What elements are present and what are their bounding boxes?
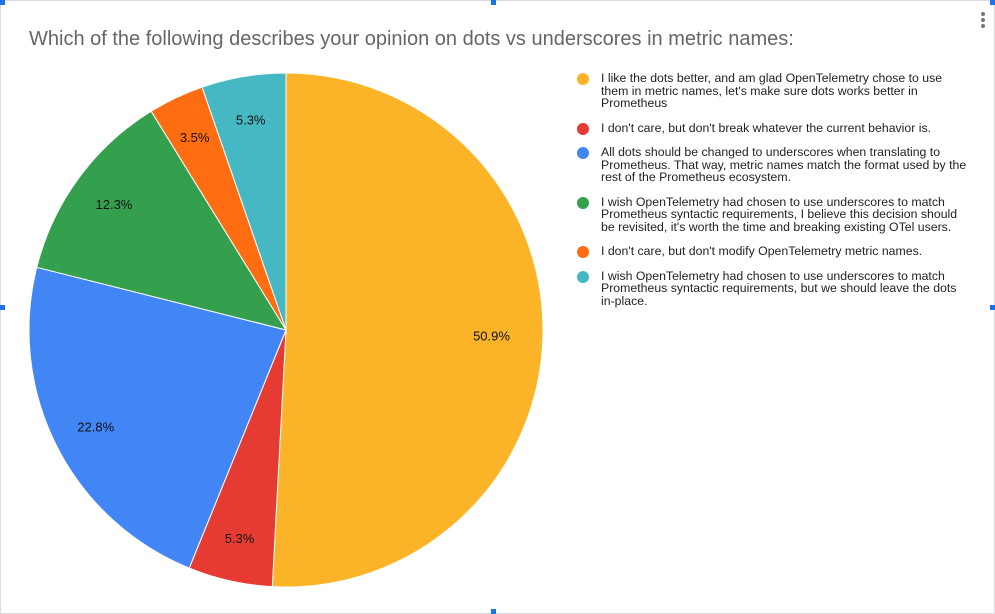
legend-label: I like the dots better, and am glad Open… xyxy=(601,71,943,110)
legend-swatch xyxy=(577,147,589,159)
legend-swatch xyxy=(577,246,589,258)
pie-slice[interactable] xyxy=(36,110,288,331)
legend: I like the dots better, and am glad Open… xyxy=(577,72,967,319)
legend-label: I wish OpenTelemetry had chosen to use u… xyxy=(601,268,957,308)
legend-swatch xyxy=(577,122,589,135)
resize-handle-top-left[interactable] xyxy=(0,0,5,5)
legend-item[interactable]: I wish OpenTelemetry had chosen to use u… xyxy=(577,268,967,308)
legend-label: All dots should be changed to underscore… xyxy=(601,145,967,184)
legend-item[interactable]: I don't care, but don't break whatever t… xyxy=(577,120,967,135)
legend-item[interactable]: All dots should be changed to underscore… xyxy=(577,146,967,184)
pie-slice[interactable] xyxy=(28,266,287,569)
legend-label: I don't care, but don't break whatever t… xyxy=(601,120,932,135)
chart-title: Which of the following describes your op… xyxy=(29,28,794,50)
pie-chart: 50.9% 5.3% 22.8% 12.3% 3.5% 5.3% xyxy=(28,72,544,588)
data-label: 5.3% xyxy=(236,113,266,128)
pie-slice[interactable] xyxy=(271,72,544,588)
data-label: 3.5% xyxy=(180,130,210,145)
legend-item[interactable]: I like the dots better, and am glad Open… xyxy=(577,72,967,110)
legend-item[interactable]: I don't care, but don't modify OpenTelem… xyxy=(577,245,967,258)
legend-swatch xyxy=(577,270,589,283)
legend-label: I don't care, but don't modify OpenTelem… xyxy=(601,244,923,258)
resize-handle-left[interactable] xyxy=(0,305,5,310)
data-label: 5.3% xyxy=(225,531,255,546)
data-label: 50.9% xyxy=(473,328,510,343)
legend-label: I wish OpenTelemetry had chosen to use u… xyxy=(601,194,958,234)
resize-handle-top[interactable] xyxy=(491,0,496,5)
legend-swatch xyxy=(577,196,589,209)
pie-slice[interactable] xyxy=(201,72,287,331)
data-label: 22.8% xyxy=(77,419,114,434)
legend-item[interactable]: I wish OpenTelemetry had chosen to use u… xyxy=(577,194,967,234)
more-vert-icon[interactable] xyxy=(977,10,989,32)
data-label: 12.3% xyxy=(96,197,133,212)
resize-handle-bottom[interactable] xyxy=(491,609,496,614)
resize-handle-right[interactable] xyxy=(990,305,995,310)
legend-swatch xyxy=(577,73,589,85)
resize-handle-top-right[interactable] xyxy=(990,0,995,5)
